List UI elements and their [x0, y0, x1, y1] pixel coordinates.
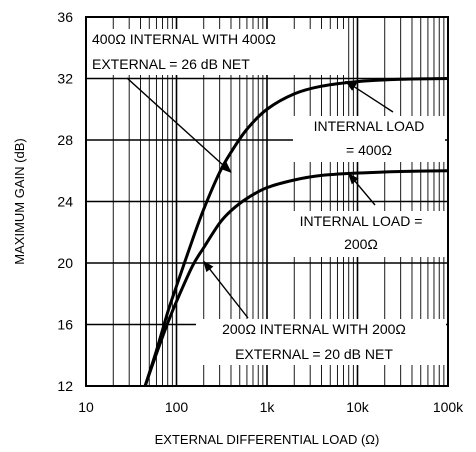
y-tick-label: 24 [57, 194, 73, 210]
annotation-background [89, 29, 345, 75]
annotation-background [196, 319, 446, 365]
annotation-text: INTERNAL LOAD = [300, 213, 423, 229]
y-tick-label: 20 [57, 255, 73, 271]
x-axis-label: EXTERNAL DIFFERENTIAL LOAD (Ω) [155, 432, 380, 447]
x-tick-label: 10k [346, 399, 370, 415]
series-line-internal-200 [143, 169, 448, 386]
annotation-a200net: 200Ω INTERNAL WITH 200Ω EXTERNAL = 20 dB … [196, 319, 446, 365]
annotation-layer: 400Ω INTERNAL WITH 400Ω EXTERNAL = 26 dB … [89, 29, 446, 365]
y-tick-label: 12 [57, 378, 73, 394]
annotation-text: 200Ω [344, 236, 378, 252]
x-tick-label: 100 [165, 399, 189, 415]
y-tick-labels: 12 16 20 24 28 32 36 [57, 9, 73, 394]
annotation-text: = 400Ω [346, 142, 392, 158]
annotation-background [276, 211, 446, 257]
annotation-arrow [348, 172, 376, 206]
annotation-arrow [203, 260, 249, 319]
annotation-arrow [126, 77, 232, 174]
annotation-text: INTERNAL LOAD [314, 118, 425, 134]
annotation-a400net: 400Ω INTERNAL WITH 400Ω EXTERNAL = 26 dB … [89, 29, 345, 75]
y-axis-label: MAXIMUM GAIN (dB) [12, 138, 27, 264]
y-tick-label: 16 [57, 317, 73, 333]
annotation-text: 400Ω INTERNAL WITH 400Ω [92, 31, 276, 47]
annotation-text: EXTERNAL = 20 dB NET [235, 346, 393, 362]
annotation-background [293, 116, 445, 162]
plot-frame [85, 16, 449, 387]
x-tick-label: 1k [260, 399, 276, 415]
y-tick-label: 32 [57, 71, 73, 87]
y-tick-label: 36 [57, 9, 73, 25]
x-tick-labels: 10 100 1k 10k 100k [78, 399, 464, 415]
annotation-arrow [345, 80, 394, 113]
x-tick-label: 100k [433, 399, 464, 415]
annotation-a400int: INTERNAL LOAD = 400Ω [293, 116, 445, 162]
annotation-text: 200Ω INTERNAL WITH 200Ω [222, 321, 406, 337]
x-tick-label: 10 [78, 399, 94, 415]
y-tick-label: 28 [57, 132, 73, 148]
annotation-text: EXTERNAL = 26 dB NET [92, 56, 250, 72]
annotation-a200int: INTERNAL LOAD = 200Ω [276, 211, 446, 257]
